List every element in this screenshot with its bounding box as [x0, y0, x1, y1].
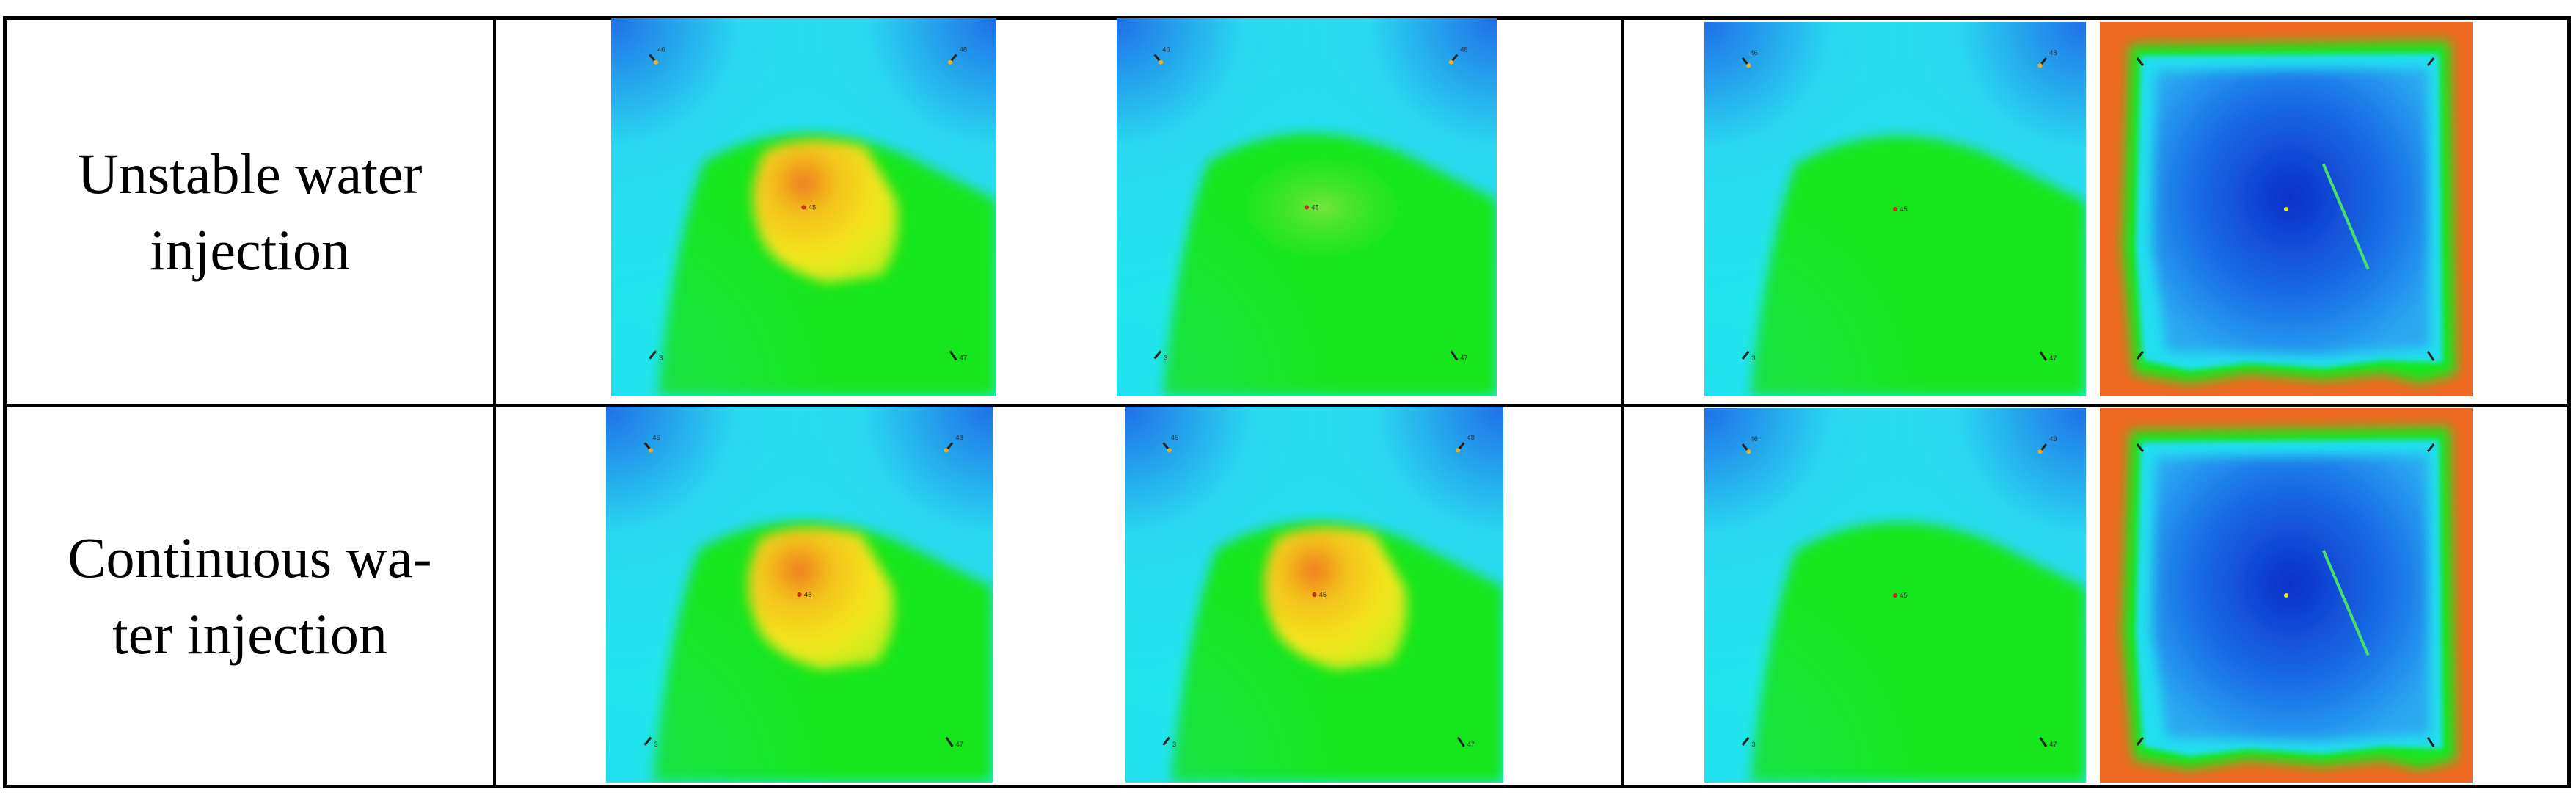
svg-text:48: 48	[1460, 46, 1467, 53]
well-marker-bottom-right: 47	[949, 350, 968, 362]
well-marker-center: 45	[1312, 591, 1327, 598]
well-marker-top-right: 48	[2037, 49, 2057, 68]
row-label-unstable: Unstable water injection	[7, 20, 493, 404]
inverted-field-map	[2100, 408, 2473, 783]
field-map: 46 48 3 47 45	[1704, 22, 2086, 396]
well-marker-bottom-left: 3	[649, 350, 663, 362]
svg-text:3: 3	[1164, 355, 1167, 362]
well-marker-bottom-left: 3	[1741, 350, 1756, 362]
well-marker-center: 45	[1892, 592, 1908, 599]
well-marker-top-right: 48	[947, 46, 968, 65]
well-marker-top-right: 48	[944, 434, 963, 453]
well-marker-center: 45	[797, 591, 811, 598]
svg-text:3: 3	[1172, 741, 1176, 748]
well-marker-top-left: 46	[643, 434, 660, 453]
svg-text:46: 46	[1162, 46, 1170, 53]
svg-text:48: 48	[2049, 49, 2057, 57]
svg-text:47: 47	[2049, 741, 2057, 748]
svg-text:47: 47	[1467, 741, 1475, 748]
well-marker-center	[2283, 206, 2289, 212]
field-map: 46 48 3 47 45	[1704, 408, 2086, 783]
well-marker-bottom-right: 47	[2039, 736, 2057, 748]
svg-text:48: 48	[955, 434, 963, 441]
svg-text:46: 46	[657, 46, 665, 53]
svg-text:47: 47	[2049, 355, 2057, 362]
column-divider-maps	[1621, 20, 1624, 785]
well-marker-bottom-left: 3	[1741, 736, 1756, 748]
well-marker-bottom-left: 3	[1162, 736, 1176, 748]
well-marker-bottom-right: 47	[1456, 736, 1475, 748]
svg-text:45: 45	[1319, 591, 1327, 598]
well-marker-bottom-left: 3	[1153, 350, 1167, 362]
well-marker-top-left: 46	[1741, 435, 1758, 454]
svg-text:47: 47	[960, 355, 968, 362]
svg-text:45: 45	[1900, 592, 1907, 599]
svg-text:45: 45	[1900, 206, 1907, 213]
row-label-continuous: Continuous wa- ter injection	[7, 407, 493, 785]
svg-text:48: 48	[2049, 435, 2057, 443]
column-divider-label	[493, 20, 496, 785]
svg-text:45: 45	[804, 591, 812, 598]
svg-text:45: 45	[1311, 204, 1318, 211]
well-marker-top-right: 48	[1448, 46, 1468, 65]
well-marker-center: 45	[1892, 206, 1908, 213]
svg-text:46: 46	[1750, 435, 1757, 443]
svg-text:46: 46	[1171, 434, 1178, 441]
svg-text:48: 48	[1467, 434, 1475, 441]
svg-text:47: 47	[955, 741, 963, 748]
svg-text:3: 3	[659, 355, 663, 362]
row-label-text: Continuous wa- ter injection	[67, 525, 432, 666]
field-map: 46 48 3 47 45	[611, 18, 996, 396]
svg-text:3: 3	[1751, 355, 1755, 362]
svg-text:3: 3	[654, 741, 657, 748]
well-marker-center: 45	[1304, 204, 1319, 211]
well-marker-bottom-left: 3	[643, 736, 658, 748]
well-marker-top-left: 46	[1162, 434, 1178, 453]
svg-text:47: 47	[1460, 355, 1467, 362]
field-map: 46 48 3 47 45	[1125, 407, 1503, 783]
field-map: 46 48 3 47 45	[1117, 18, 1497, 396]
well-marker-top-right: 48	[2037, 435, 2057, 454]
results-table: Unstable water injection Continuous wa- …	[3, 16, 2571, 788]
well-marker-top-left: 46	[649, 46, 665, 65]
inverted-field-map	[2100, 22, 2473, 396]
well-marker-center: 45	[801, 204, 816, 211]
well-marker-top-left: 46	[1153, 46, 1170, 65]
well-marker-top-left: 46	[1741, 49, 1758, 68]
svg-text:48: 48	[960, 46, 968, 53]
svg-text:46: 46	[1750, 49, 1757, 57]
well-marker-bottom-right: 47	[1450, 350, 1468, 362]
well-marker-bottom-right: 47	[2039, 350, 2057, 362]
well-marker-top-right: 48	[1456, 434, 1475, 453]
well-marker-center	[2283, 592, 2289, 598]
svg-text:3: 3	[1751, 741, 1755, 748]
svg-text:45: 45	[809, 204, 817, 211]
field-map: 46 48 3 47 45	[606, 407, 993, 783]
well-marker-bottom-right: 47	[945, 736, 963, 748]
row-divider	[7, 404, 2567, 407]
row-label-text: Unstable water injection	[77, 141, 423, 282]
svg-text:46: 46	[652, 434, 660, 441]
